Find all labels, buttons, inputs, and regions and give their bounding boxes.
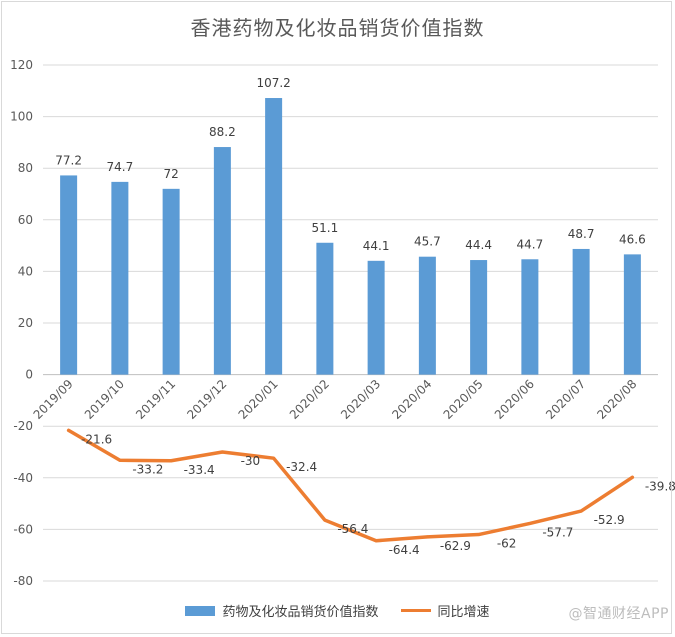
x-tick-label: 2019/09 [31,377,76,422]
chart-title: 香港药物及化妆品销货价值指数 [190,16,485,40]
bar [162,188,180,375]
line-data-label: -62.9 [440,539,471,553]
line-point [323,518,327,522]
bar [470,260,488,375]
x-tick-label: 2020/05 [441,377,486,422]
x-tick-label: 2020/04 [389,377,434,422]
bar [111,181,129,375]
bar-data-label: 46.6 [619,232,646,246]
line-point [220,450,224,454]
y-tick-label: 120 [10,58,33,72]
bar [623,254,641,375]
x-tick-label: 2019/10 [82,377,127,422]
bar [265,98,283,375]
bar-data-label: 77.2 [55,153,82,167]
bar-data-label: 107.2 [256,76,290,90]
y-tick-label: 40 [18,264,33,278]
x-tick-label: 2020/08 [594,377,639,422]
line-data-label: -33.2 [132,462,163,476]
line-data-label: -30 [241,454,261,468]
y-tick-label: 0 [25,368,33,382]
bar-data-label: 72 [163,167,178,181]
bar [418,256,436,375]
line-data-label: -39.8 [645,479,675,493]
bar [572,248,590,375]
watermark: @智通财经APP [568,606,669,622]
line-point [477,533,481,537]
x-tick-label: 2019/12 [184,377,229,422]
x-tick-label: 2019/11 [133,377,178,422]
line-point [272,456,276,460]
line-point [579,509,583,513]
line-data-label: -32.4 [286,460,317,474]
line-point [528,521,532,525]
bar [316,242,334,375]
legend-label-bar: 药物及化妆品销货价值指数 [222,605,379,620]
y-tick-label: -20 [13,419,33,433]
x-tick-label: 2020/06 [492,377,537,422]
line-series [66,428,635,543]
line-data-label: -21.6 [81,432,112,446]
bar-data-label: 44.7 [517,237,544,251]
bar [521,259,539,375]
y-tick-label: -40 [13,471,33,485]
legend-item-bar[interactable]: 药物及化妆品销货价值指数 [185,601,379,620]
line-data-label: -52.9 [594,513,625,527]
line-point [374,539,378,543]
legend-item-line[interactable]: 同比增速 [400,601,490,620]
bar-data-label: 48.7 [568,227,595,241]
bar-data-label: 44.4 [465,238,492,252]
legend-swatch-bar [185,605,216,616]
y-tick-label: -80 [13,574,33,588]
legend-label-line: 同比增速 [437,605,490,620]
line-point [425,535,429,539]
bar-data-label: 74.7 [107,160,134,174]
line-point [169,459,173,463]
x-tick-label: 2020/07 [543,377,588,422]
y-tick-label: 20 [18,316,33,330]
bar [367,260,385,375]
line-data-label: -33.4 [184,463,215,477]
x-tick-label: 2020/03 [338,377,383,422]
bar-data-label: 51.1 [312,221,339,235]
bar-data-label: 88.2 [209,125,236,139]
bar-data-label: 45.7 [414,235,441,249]
line-data-label: -62 [497,537,517,551]
x-tick-label: 2020/01 [236,377,281,422]
line-data-label: -56.4 [337,522,368,536]
y-tick-label: -60 [13,522,33,536]
y-tick-label: 100 [10,110,33,124]
line-point [630,475,634,479]
line-data-label: -64.4 [389,543,420,557]
bar-data-label: 44.1 [363,239,390,253]
legend: 药物及化妆品销货价值指数 同比增速 [0,601,675,620]
y-tick-label: 80 [18,161,33,175]
x-tick-label: 2020/02 [287,377,332,422]
line-point [118,458,122,462]
legend-swatch-line [400,609,431,612]
line-point [67,428,71,432]
bar [213,147,231,375]
bar [60,175,78,375]
y-tick-label: 60 [18,213,33,227]
line-data-label: -57.7 [542,525,573,539]
